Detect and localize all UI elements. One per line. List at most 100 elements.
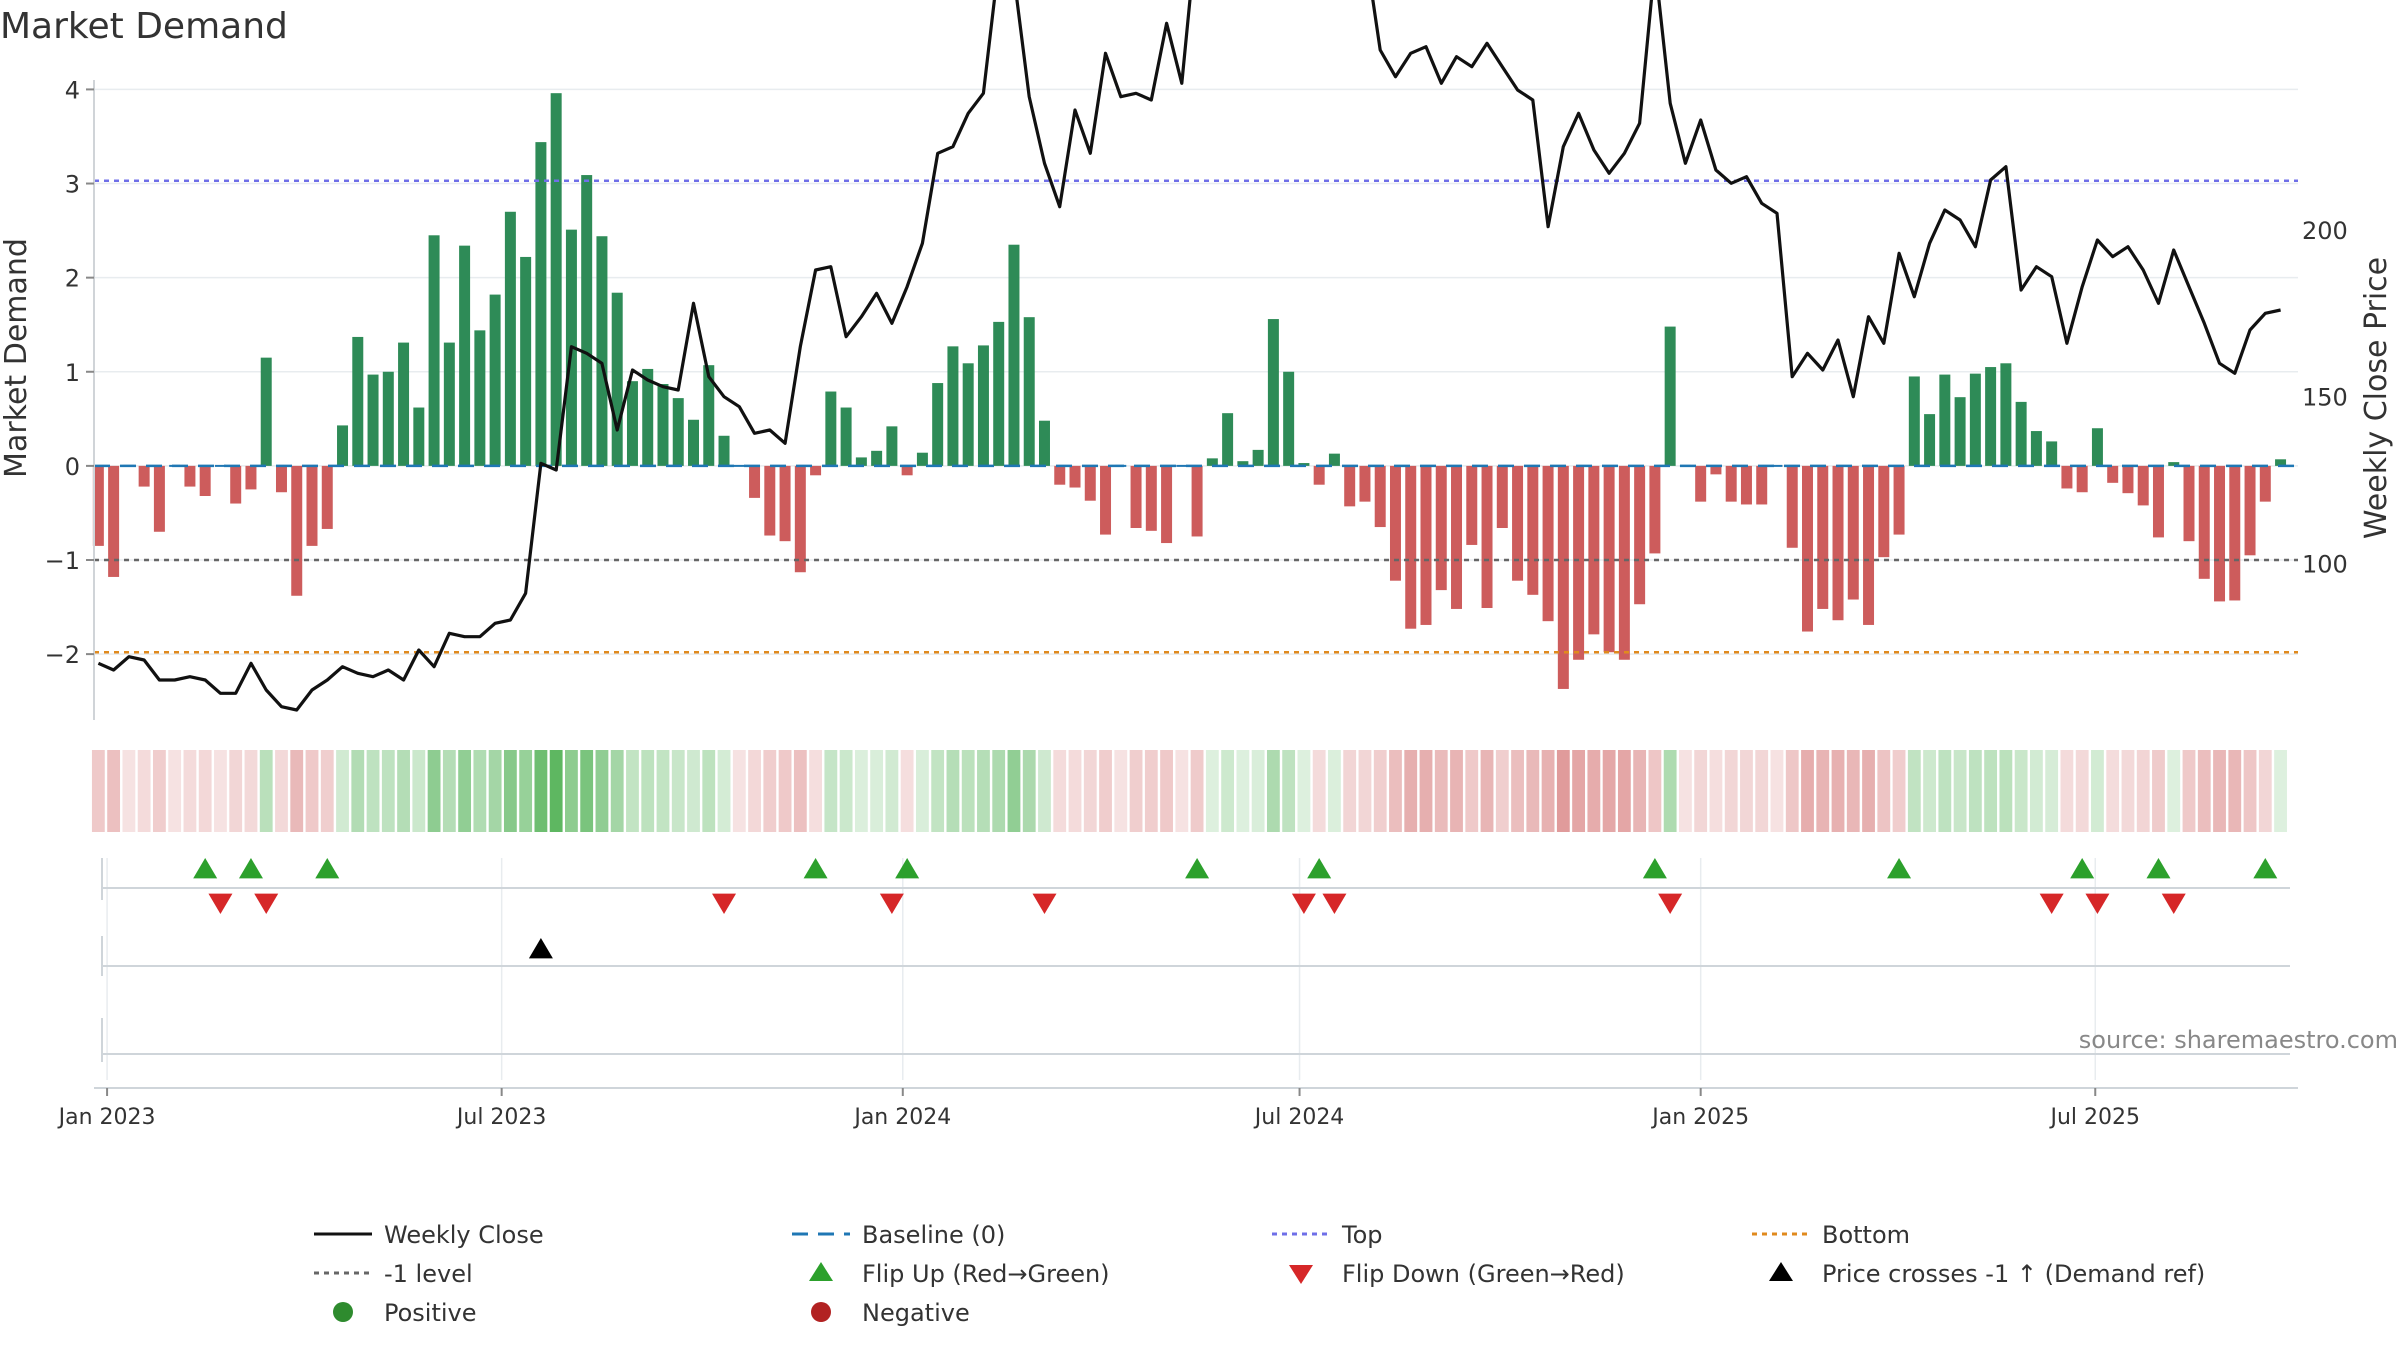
strip-cell: [1266, 750, 1280, 832]
demand-bar-positive: [1664, 326, 1676, 466]
demand-bar-negative: [794, 465, 806, 573]
strip-cell: [915, 750, 929, 832]
strip-cell: [2274, 750, 2287, 832]
strip-cell: [1541, 750, 1555, 832]
flip-up-marker: [1307, 858, 1332, 879]
demand-bar-negative: [2061, 465, 2073, 489]
strip-cell: [1221, 750, 1235, 832]
reference-lines: [94, 179, 2298, 654]
strip-cell: [809, 750, 822, 832]
strip-cell: [580, 750, 594, 832]
strip-cell: [1663, 750, 1677, 832]
demand-bar-negative: [749, 465, 761, 498]
y-tick-label-right: 100: [2302, 550, 2348, 578]
demand-bar-positive: [672, 398, 684, 466]
strip-cell: [717, 750, 731, 832]
flip-down-marker: [879, 893, 904, 914]
demand-bar-negative: [2107, 465, 2119, 483]
strip-cell: [1297, 750, 1311, 832]
strip-cell: [549, 750, 563, 832]
demand-bar-negative: [230, 465, 242, 504]
strip-cell: [1236, 750, 1250, 832]
demand-bar-positive: [550, 93, 562, 466]
strip-cell: [1007, 750, 1021, 832]
demand-bar-negative: [1344, 465, 1356, 507]
demand-bar-negative: [1756, 465, 1768, 505]
demand-bar-negative: [1191, 465, 1203, 537]
strip-cell: [1953, 750, 1967, 832]
strip-cell: [442, 750, 456, 832]
strip-cell: [2182, 750, 2196, 832]
strip-cell: [427, 750, 441, 832]
legend-item: Positive: [333, 1299, 477, 1327]
demand-bar-negative: [1710, 465, 1722, 475]
strip-cell: [1679, 750, 1692, 832]
demand-bar-negative: [2198, 465, 2210, 579]
strip-cell: [2152, 750, 2165, 832]
strip-cell: [1999, 750, 2013, 832]
strip-cell: [1114, 750, 1128, 832]
demand-bar-negative: [1359, 465, 1371, 502]
strip-cell: [1251, 750, 1265, 832]
demand-bar-positive: [413, 407, 425, 466]
strip-cell: [1404, 750, 1418, 832]
demand-bar-positive: [642, 368, 654, 466]
demand-bar-negative: [1817, 465, 1829, 609]
demand-bar-positive: [459, 245, 471, 466]
demand-bar-negative: [1878, 465, 1890, 558]
demand-bar-negative: [153, 465, 165, 532]
strip-cell: [2228, 750, 2242, 832]
strip-cell: [824, 750, 838, 832]
strip-cell: [1938, 750, 1952, 832]
demand-bar-negative: [1802, 465, 1813, 632]
strip-cell: [107, 750, 121, 832]
flip-down-marker: [1032, 893, 1057, 914]
demand-bar-positive: [1252, 449, 1264, 466]
flip-down-marker: [2085, 893, 2110, 914]
demand-bar-positive: [1206, 458, 1218, 466]
flip-up-marker: [2253, 858, 2278, 879]
demand-bar-negative: [1740, 465, 1752, 505]
strip-cell: [1068, 750, 1082, 832]
strip-cell: [305, 750, 319, 832]
strip-cell: [1755, 750, 1769, 832]
demand-bar-positive: [962, 363, 974, 466]
demand-bar-negative: [2183, 465, 2195, 542]
strip-cell: [977, 750, 990, 832]
demand-bar-positive: [1328, 453, 1340, 466]
legend-item: Flip Up (Red→Green): [809, 1260, 1110, 1288]
strip-cell: [641, 750, 655, 832]
strip-cell: [336, 750, 349, 832]
strip-cell: [1617, 750, 1631, 832]
strip-cell: [1694, 750, 1708, 832]
legend-swatch-triangle-up: [809, 1262, 833, 1281]
demand-bars: [92, 93, 2287, 689]
demand-bar-positive: [977, 345, 989, 466]
demand-bar-positive: [474, 330, 486, 466]
demand-bar-negative: [275, 465, 287, 493]
demand-bar-positive: [947, 346, 959, 466]
strip-cell: [1175, 750, 1189, 832]
legend-label: Weekly Close: [384, 1221, 544, 1249]
flip-up-marker: [2146, 858, 2171, 879]
strip-cell: [854, 750, 868, 832]
y-axis-label-left: Market Demand: [0, 238, 34, 478]
x-tick-label: Jul 2024: [1253, 1105, 1345, 1130]
strip-cell: [870, 750, 884, 832]
strip-cell: [1556, 750, 1570, 832]
strip-cell: [671, 750, 685, 832]
demand-bar-positive: [718, 435, 730, 466]
demand-bar-negative: [1130, 465, 1142, 528]
strip-cell: [1190, 750, 1204, 832]
legend-label: Positive: [384, 1299, 477, 1327]
strip-cell: [1602, 750, 1616, 832]
x-tick-label: Jul 2023: [455, 1105, 547, 1130]
demand-bar-positive: [855, 457, 867, 466]
legend-label: Flip Down (Green→Red): [1342, 1260, 1625, 1288]
flip-up-marker: [1185, 858, 1210, 879]
demand-bar-negative: [1496, 465, 1508, 528]
demand-bar-positive: [443, 342, 455, 466]
strip-cell: [1785, 750, 1799, 832]
legend-label: Baseline (0): [862, 1221, 1005, 1249]
strip-cell: [229, 750, 243, 832]
